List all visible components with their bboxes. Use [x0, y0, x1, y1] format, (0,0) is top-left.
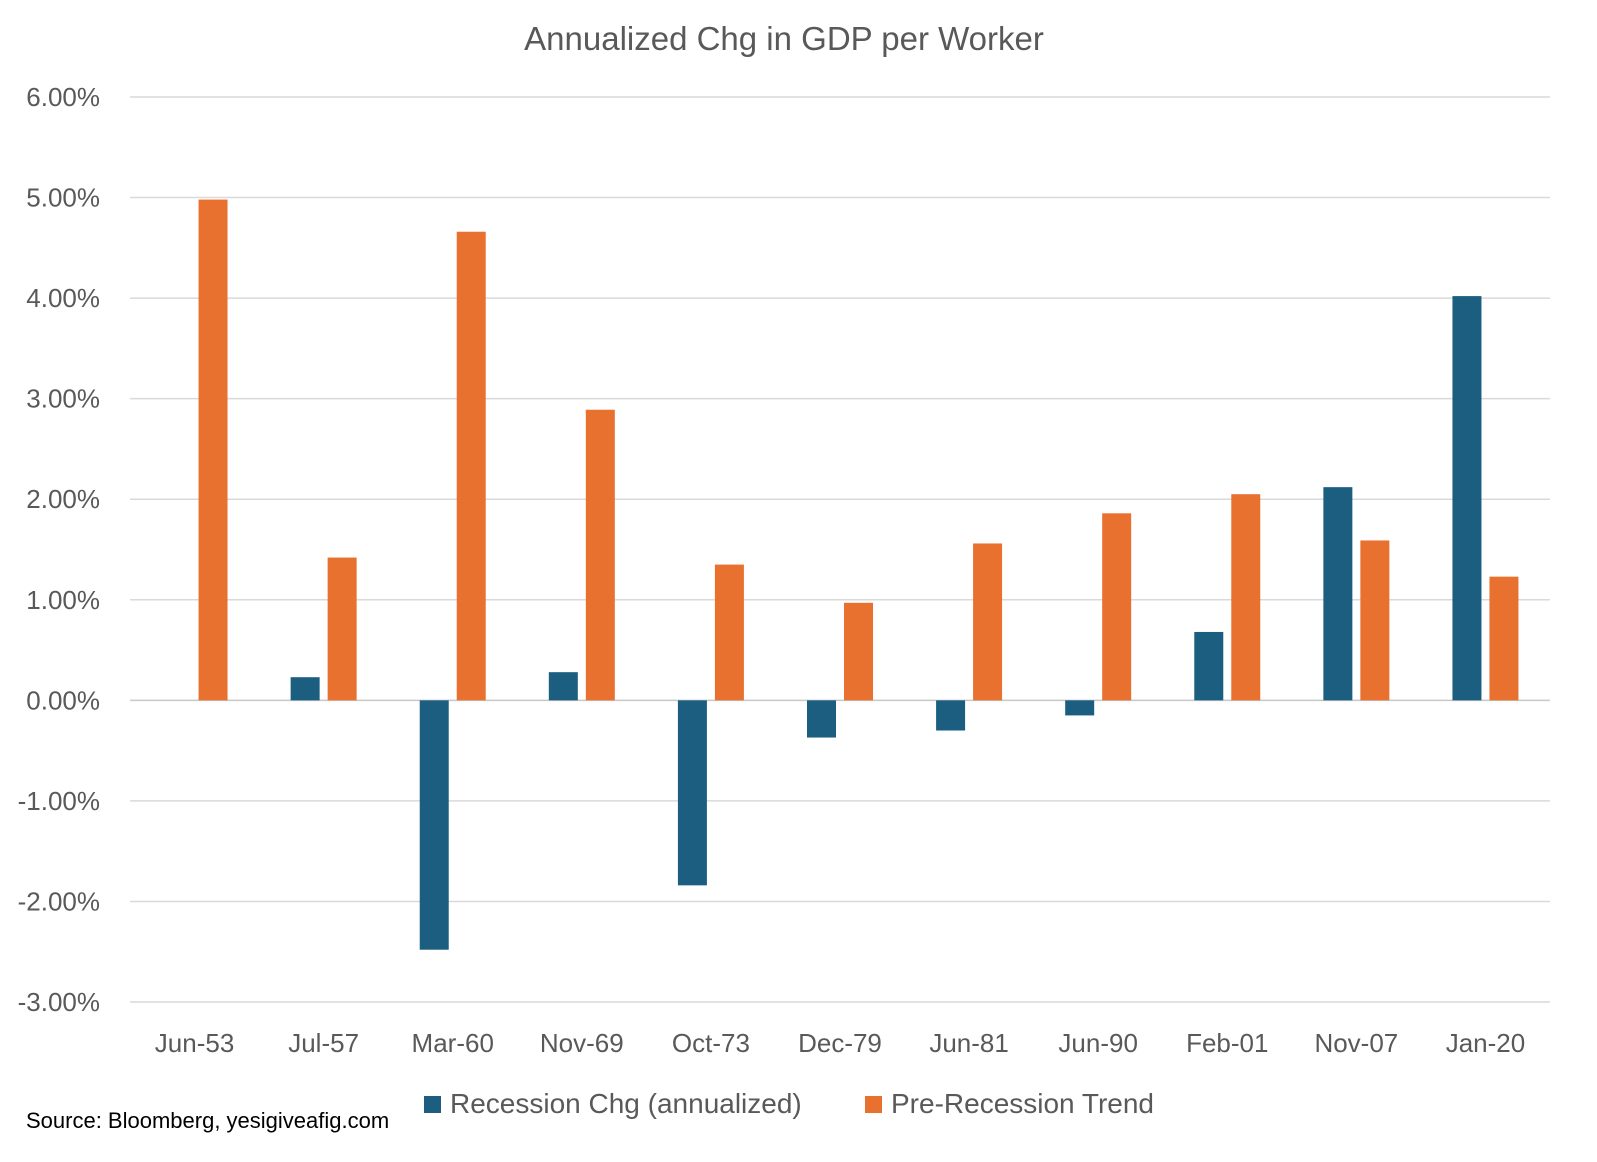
x-tick-label: Feb-01: [1186, 1028, 1268, 1058]
y-tick-label: 5.00%: [26, 183, 100, 213]
y-tick-label: -2.00%: [18, 886, 100, 916]
bar-recession-chg: [677, 700, 707, 886]
legend: Recession Chg (annualized) Pre-Recession…: [424, 1088, 1154, 1119]
gridlines: [130, 96, 1550, 1003]
y-tick-label: -3.00%: [18, 987, 100, 1017]
bar-recession-chg: [290, 677, 320, 701]
x-tick-label: Mar-60: [412, 1028, 494, 1058]
x-tick-label: Jun-53: [155, 1028, 235, 1058]
bar-recession-chg: [419, 700, 449, 950]
y-axis: 6.00% 5.00% 4.00% 3.00% 2.00% 1.00% 0.00% -1.00…: [18, 82, 100, 1017]
bar-pre-recession-trend: [327, 557, 357, 701]
x-tick-label: Dec-79: [798, 1028, 882, 1058]
bar-pre-recession-trend: [1360, 540, 1390, 701]
bar-pre-recession-trend: [973, 543, 1003, 701]
y-tick-label: 0.00%: [26, 685, 100, 715]
bar-pre-recession-trend: [1489, 576, 1519, 701]
y-tick-label: 6.00%: [26, 82, 100, 112]
y-tick-label: -1.00%: [18, 786, 100, 816]
x-tick-label: Oct-73: [672, 1028, 750, 1058]
legend-label-recession: Recession Chg (annualized): [450, 1088, 802, 1119]
x-axis: Jun-53 Jul-57 Mar-60 Nov-69 Oct-73 Dec-79 Jun-…: [155, 1028, 1525, 1058]
source-note: Source: Bloomberg, yesigiveafig.com: [26, 1108, 390, 1133]
legend-swatch-recession: [424, 1096, 441, 1113]
legend-swatch-pre-recession: [865, 1096, 882, 1113]
bar-recession-chg: [1194, 631, 1224, 701]
x-tick-label: Nov-07: [1314, 1028, 1398, 1058]
x-tick-label: Nov-69: [540, 1028, 624, 1058]
chart-title: Annualized Chg in GDP per Worker: [524, 20, 1044, 57]
bar-pre-recession-trend: [714, 564, 744, 701]
bar-recession-chg: [936, 700, 966, 731]
y-tick-label: 1.00%: [26, 585, 100, 615]
y-tick-label: 4.00%: [26, 283, 100, 313]
bar-recession-chg: [1452, 296, 1482, 701]
bar-recession-chg: [807, 700, 836, 738]
x-tick-label: Jun-90: [1058, 1028, 1138, 1058]
bar-pre-recession-trend: [456, 231, 486, 701]
bar-pre-recession-trend: [1231, 494, 1261, 701]
y-tick-label: 3.00%: [26, 384, 100, 414]
x-tick-label: Jun-81: [929, 1028, 1009, 1058]
y-tick-label: 2.00%: [26, 484, 100, 514]
legend-label-pre-recession: Pre-Recession Trend: [891, 1088, 1154, 1119]
bar-recession-chg: [548, 672, 578, 701]
x-tick-label: Jul-57: [288, 1028, 359, 1058]
bar-pre-recession-trend: [844, 602, 873, 701]
bars: [198, 199, 1519, 950]
bar-recession-chg: [1323, 487, 1353, 701]
bar-pre-recession-trend: [198, 199, 228, 701]
bar-pre-recession-trend: [585, 409, 615, 701]
bar-recession-chg: [1065, 700, 1095, 716]
x-tick-label: Jan-20: [1446, 1028, 1526, 1058]
bar-pre-recession-trend: [1102, 513, 1132, 701]
